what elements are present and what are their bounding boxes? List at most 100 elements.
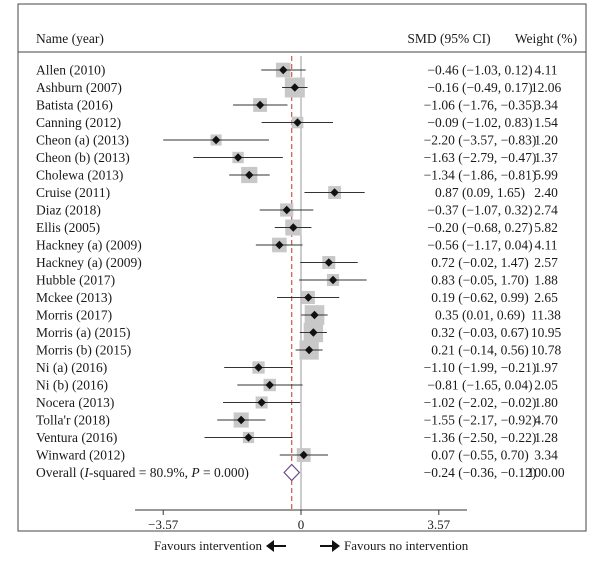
arrow-right-icon: [320, 540, 340, 552]
study-ci: 0.35 (0.01, 0.69): [435, 308, 525, 323]
study-ci: −1.63 (−2.79, −0.47): [424, 150, 537, 165]
study-name: Ashburn (2007): [36, 80, 122, 95]
study-row: Canning (2012) −0.09 (−1.02, 0.83) 1.54: [36, 115, 558, 130]
study-weight: 12.06: [531, 80, 562, 95]
study-row: Cholewa (2013) −1.34 (−1.86, −0.81)5.99: [36, 166, 558, 184]
study-ci: −0.20 (−0.68, 0.27): [427, 220, 532, 235]
study-row: Ni (a) (2016) −1.10 (−1.99, −0.21)1.97: [36, 360, 558, 375]
study-row: Batista (2016) −1.06 (−1.76, −0.35)3.34: [36, 98, 558, 113]
study-weight: 3.34: [534, 98, 558, 113]
study-row: Cheon (b) (2013) −1.63 (−2.79, −0.47)1.37: [36, 150, 558, 165]
overall-row: Overall (I-squared = 80.9%, P = 0.000) −0…: [36, 463, 565, 482]
study-ci: −1.34 (−1.86, −0.81): [424, 168, 537, 183]
point-estimate: [233, 153, 243, 162]
x-tick-label: 3.57: [427, 517, 450, 532]
point-estimate: [299, 450, 308, 460]
study-ci: 0.19 (−0.62, 0.99): [431, 290, 529, 305]
study-ci: −1.10 (−1.99, −0.21): [424, 360, 537, 375]
study-name: Mckee (2013): [36, 290, 112, 305]
study-weight: 10.78: [531, 343, 562, 358]
point-estimate: [304, 293, 313, 302]
study-weight: 1.80: [534, 395, 558, 410]
study-weight: 4.11: [534, 63, 557, 78]
study-row: Cruise (2011) 0.87 (0.09, 1.65) 2.40: [36, 185, 558, 200]
study-weight: 2.65: [534, 290, 558, 305]
point-estimate: [310, 310, 319, 320]
header-name: Name (year): [36, 31, 104, 46]
study-weight: 2.57: [534, 255, 558, 270]
study-weight: 2.40: [534, 185, 558, 200]
study-name: Ellis (2005): [36, 220, 100, 235]
study-weight: 3.34: [534, 448, 558, 463]
header-ci: SMD (95% CI): [407, 31, 490, 46]
point-estimate: [290, 83, 300, 92]
favours-right-label: Favours no intervention: [344, 538, 469, 553]
point-estimate: [211, 135, 221, 145]
study-name: Allen (2010): [36, 63, 105, 78]
study-weight: 4.11: [534, 238, 557, 253]
study-ci: −0.56 (−1.17, 0.04): [427, 238, 532, 253]
study-name: Cheon (b) (2013): [36, 150, 130, 165]
point-estimate: [265, 380, 274, 390]
study-weight: 1.20: [534, 133, 558, 148]
favours-left-label: Favours intervention: [154, 538, 262, 553]
study-row: Allen (2010) −0.46 (−1.03, 0.12) 4.11: [36, 63, 558, 78]
study-ci: −0.37 (−1.07, 0.32): [427, 203, 532, 218]
study-ci: 0.87 (0.09, 1.65): [435, 185, 525, 200]
study-row: Cheon (a) (2013) −2.20 (−3.57, −0.83)1.20: [36, 133, 558, 148]
study-row: Tolla'r (2018) −1.55 (−2.17, −0.92)4.70: [36, 412, 558, 428]
study-row: Winward (2012) 0.07 (−0.55, 0.70) 3.34: [36, 448, 558, 463]
study-name: Cruise (2011): [36, 185, 110, 200]
point-estimate: [304, 345, 314, 355]
study-weight: 2.74: [534, 203, 558, 218]
study-name: Hackney (a) (2009): [36, 238, 142, 253]
study-weight: 2.05: [534, 378, 558, 393]
study-ci: 0.07 (−0.55, 0.70): [431, 448, 529, 463]
study-name: Ni (b) (2016): [36, 378, 108, 393]
study-weight: 1.88: [534, 273, 558, 288]
study-name: Diaz (2018): [36, 203, 101, 218]
study-ci: 0.83 (−0.05, 1.70): [431, 273, 529, 288]
study-ci: −0.16 (−0.49, 0.17): [427, 80, 532, 95]
header-weight: Weight (%): [515, 31, 577, 46]
study-rows: Allen (2010) −0.46 (−1.03, 0.12) 4.11Ashbu…: [36, 63, 565, 482]
study-weight: 5.99: [534, 168, 558, 183]
point-estimate: [236, 415, 246, 425]
study-weight: 1.28: [534, 430, 558, 445]
x-axis: −3.57 0 3.57: [135, 509, 467, 532]
favours-legend: Favours intervention Favours no interven…: [154, 538, 469, 553]
study-name: Hubble (2017): [36, 273, 115, 288]
arrow-left-icon: [266, 540, 286, 552]
overall-weight: 100.00: [527, 465, 564, 480]
study-name: Winward (2012): [36, 448, 125, 463]
study-row: Morris (a) (2015) 0.32 (−0.03, 0.67) 10.95: [36, 322, 561, 343]
study-ci: 0.21 (−0.14, 0.56): [431, 343, 529, 358]
study-row: Morris (b) (2015) 0.21 (−0.14, 0.56) 10.78: [36, 340, 562, 360]
study-ci: −0.09 (−1.02, 0.83): [427, 115, 532, 130]
study-ci: −0.46 (−1.03, 0.12): [427, 63, 532, 78]
study-name: Hackney (a) (2009): [36, 255, 142, 270]
reference-lines: [291, 56, 302, 510]
study-row: Hubble (2017) 0.83 (−0.05, 1.70) 1.88: [36, 273, 558, 288]
overall-diamond: [283, 463, 301, 482]
point-estimate: [328, 275, 338, 285]
study-name: Batista (2016): [36, 98, 113, 113]
study-name: Cheon (a) (2013): [36, 133, 129, 148]
study-ci: 0.72 (−0.02, 1.47): [431, 255, 529, 270]
point-estimate: [330, 188, 339, 197]
overall-ci: −0.24 (−0.36, −0.12): [424, 465, 537, 480]
point-estimate: [279, 65, 288, 75]
study-name: Tolla'r (2018): [36, 413, 110, 428]
point-estimate: [293, 118, 302, 127]
study-weight: 1.37: [534, 150, 558, 165]
study-name: Ni (a) (2016): [36, 360, 107, 375]
study-row: Ni (b) (2016) −0.81 (−1.65, 0.04) 2.05: [36, 378, 558, 393]
study-weight: 5.82: [534, 220, 558, 235]
study-name: Canning (2012): [36, 115, 121, 130]
study-name: Nocera (2013): [36, 395, 114, 410]
study-row: Mckee (2013) 0.19 (−0.62, 0.99) 2.65: [36, 290, 558, 305]
point-estimate: [289, 223, 298, 232]
overall-label: Overall (I-squared = 80.9%, P = 0.000): [36, 465, 249, 480]
plot-frame: [17, 3, 587, 532]
